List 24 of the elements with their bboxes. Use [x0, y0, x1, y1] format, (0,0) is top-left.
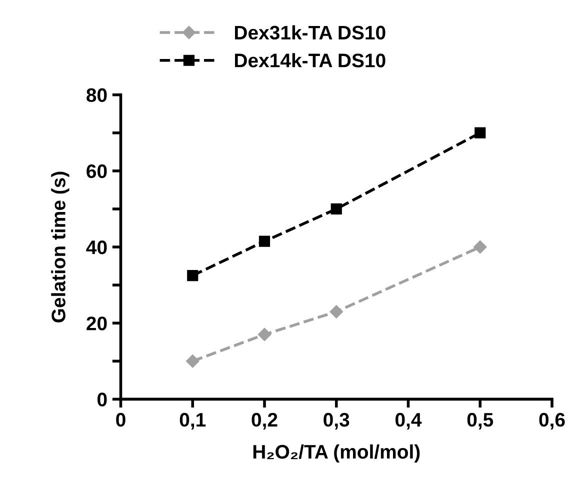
legend-label: Dex14k-TA DS10	[235, 53, 386, 68]
point	[330, 203, 342, 215]
y-tick-label: 20	[86, 316, 107, 330]
point	[474, 127, 486, 138]
point	[187, 270, 198, 282]
point	[258, 236, 270, 247]
y-axis-title: Gelation time (s)	[51, 172, 70, 322]
y-tick-label: 60	[86, 164, 107, 178]
y-tick-label: 40	[86, 240, 107, 254]
legend-label: Dex31k-TA DS10	[235, 25, 386, 40]
x-tick-label: 0,1	[180, 412, 206, 430]
point	[258, 328, 272, 342]
point	[186, 354, 200, 368]
x-tick-label: 0,6	[539, 412, 565, 430]
point	[330, 305, 343, 318]
x-tick-label: 0,3	[324, 412, 350, 430]
x-tick-label: 0	[116, 412, 126, 427]
x-axis-title: H₂O₂/TA (mol/mol)	[253, 444, 420, 463]
y-tick-label: 80	[86, 88, 107, 102]
point	[474, 240, 487, 254]
x-tick-label: 0,5	[467, 412, 494, 430]
y-tick-label: 0	[98, 392, 107, 406]
x-tick-label: 0,4	[396, 412, 422, 430]
x-tick-label: 0,2	[252, 412, 278, 430]
